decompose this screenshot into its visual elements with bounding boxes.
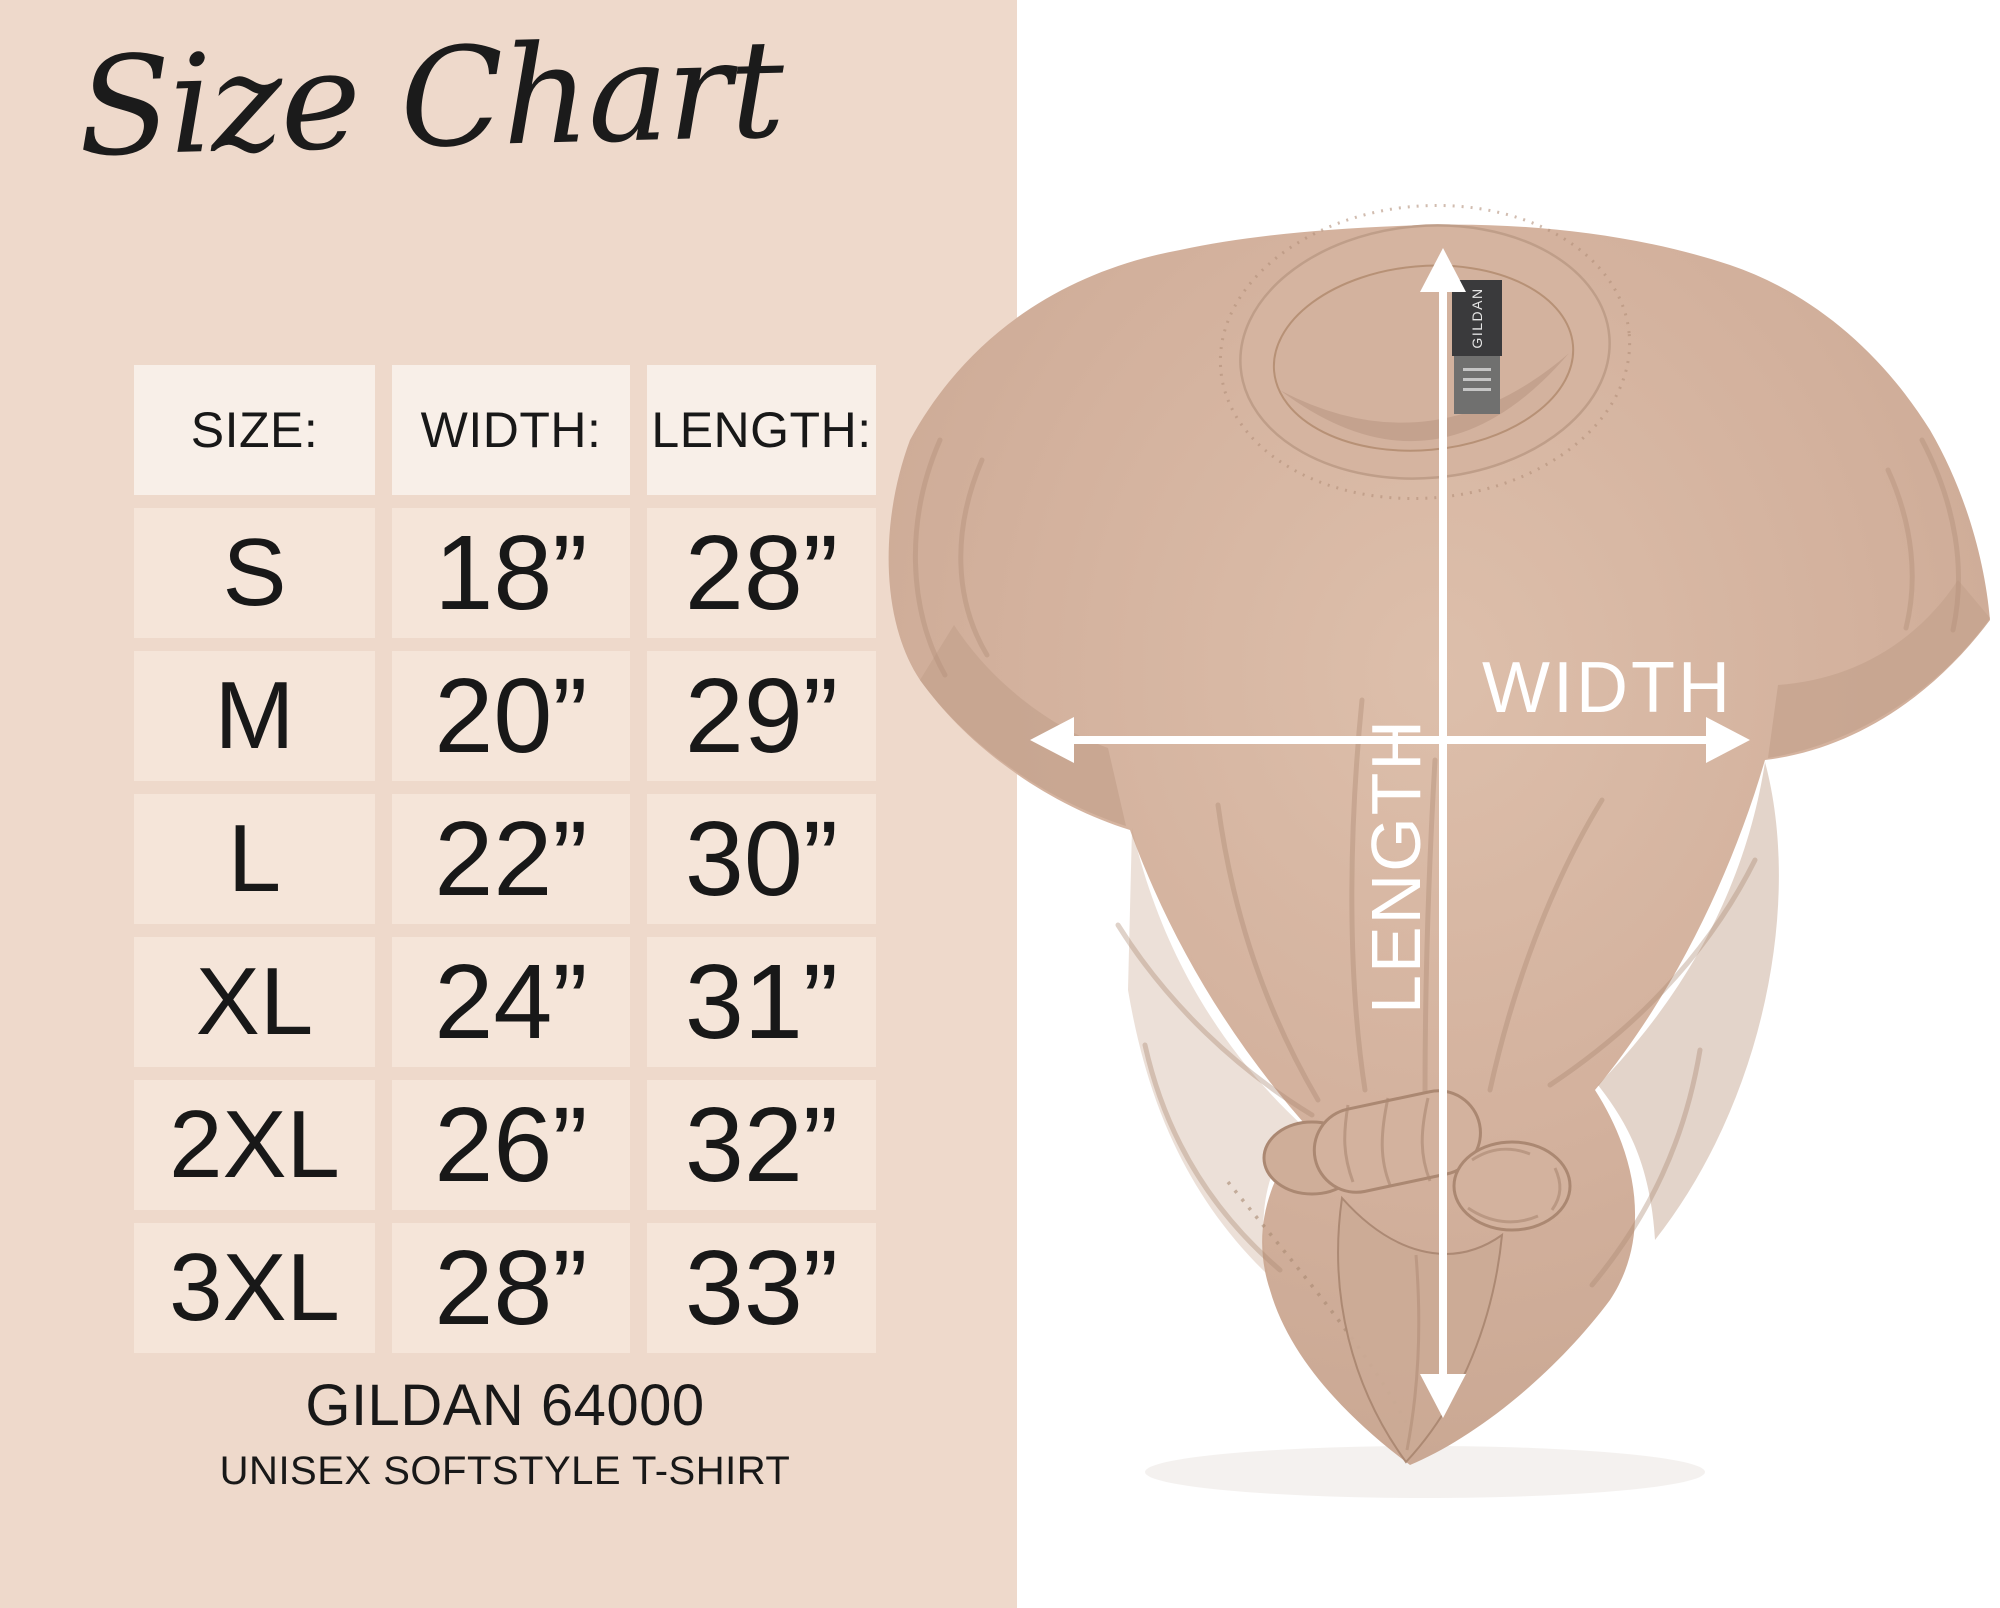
column-header-length: LENGTH: bbox=[647, 365, 876, 495]
arrow-up-icon bbox=[1420, 248, 1466, 292]
column-header-size: SIZE: bbox=[134, 365, 375, 495]
length-cell: 32” bbox=[647, 1080, 876, 1210]
wrinkle-lines bbox=[1115, 697, 1758, 1288]
arrow-right-icon bbox=[1706, 717, 1750, 763]
size-cell: XL bbox=[134, 937, 375, 1067]
arrow-down-icon bbox=[1420, 1374, 1466, 1418]
footer: GILDAN 64000 UNISEX SOFTSTYLE T-SHIRT bbox=[134, 1372, 876, 1494]
size-cell: M bbox=[134, 651, 375, 781]
tshirt-illustration: GILDAN bbox=[888, 203, 1990, 1498]
product-subtitle: UNISEX SOFTSTYLE T-SHIRT bbox=[219, 1449, 791, 1493]
size-cell: S bbox=[134, 508, 375, 638]
gildan-neck-tag: GILDAN bbox=[1452, 280, 1502, 414]
right-sleeve-cuff bbox=[1768, 580, 1990, 758]
size-cell: 2XL bbox=[134, 1080, 375, 1210]
cuff-fold-lines bbox=[913, 437, 1961, 678]
product-name: GILDAN 64000 bbox=[305, 1373, 705, 1438]
tshirt-photo: GILDAN bbox=[850, 140, 2000, 1500]
width-label: WIDTH bbox=[1482, 648, 1733, 728]
width-cell: 26” bbox=[392, 1080, 630, 1210]
knot-ruffle bbox=[1452, 1140, 1572, 1232]
right-drape-shadow bbox=[1598, 762, 1779, 1240]
left-sleeve-cuff bbox=[920, 625, 1126, 826]
knot-folds bbox=[1343, 1097, 1432, 1186]
care-label-lines bbox=[1463, 368, 1491, 391]
width-cell: 22” bbox=[392, 794, 630, 924]
width-cell: 18” bbox=[392, 508, 630, 638]
size-cell: 3XL bbox=[134, 1223, 375, 1353]
length-cell: 33” bbox=[647, 1223, 876, 1353]
tag-brand-text: GILDAN bbox=[1469, 287, 1485, 348]
length-cell: 30” bbox=[647, 794, 876, 924]
collar-inner-shadow bbox=[1280, 353, 1569, 442]
length-label: LENGTH bbox=[1357, 718, 1435, 1014]
arrow-left-icon bbox=[1030, 717, 1074, 763]
width-cell: 20” bbox=[392, 651, 630, 781]
care-label bbox=[1454, 356, 1500, 414]
size-cell: L bbox=[134, 794, 375, 924]
left-drape-shadow bbox=[1128, 828, 1305, 1275]
width-arrow bbox=[1030, 717, 1750, 763]
width-cell: 28” bbox=[392, 1223, 630, 1353]
length-cell: 28” bbox=[647, 508, 876, 638]
length-cell: 31” bbox=[647, 937, 876, 1067]
length-cell: 29” bbox=[647, 651, 876, 781]
size-table: SIZE: WIDTH: LENGTH: S 18” 28” M 20” 29”… bbox=[134, 365, 876, 1353]
width-cell: 24” bbox=[392, 937, 630, 1067]
knot bbox=[1262, 1089, 1572, 1464]
page-title: Size Chart bbox=[76, 11, 785, 188]
collar-stitch bbox=[1218, 203, 1632, 501]
shirt-shadow bbox=[1145, 1446, 1705, 1498]
left-panel: Size Chart SIZE: WIDTH: LENGTH: S 18” 28… bbox=[0, 0, 1017, 1608]
column-header-width: WIDTH: bbox=[392, 365, 630, 495]
length-arrow bbox=[1420, 248, 1466, 1418]
